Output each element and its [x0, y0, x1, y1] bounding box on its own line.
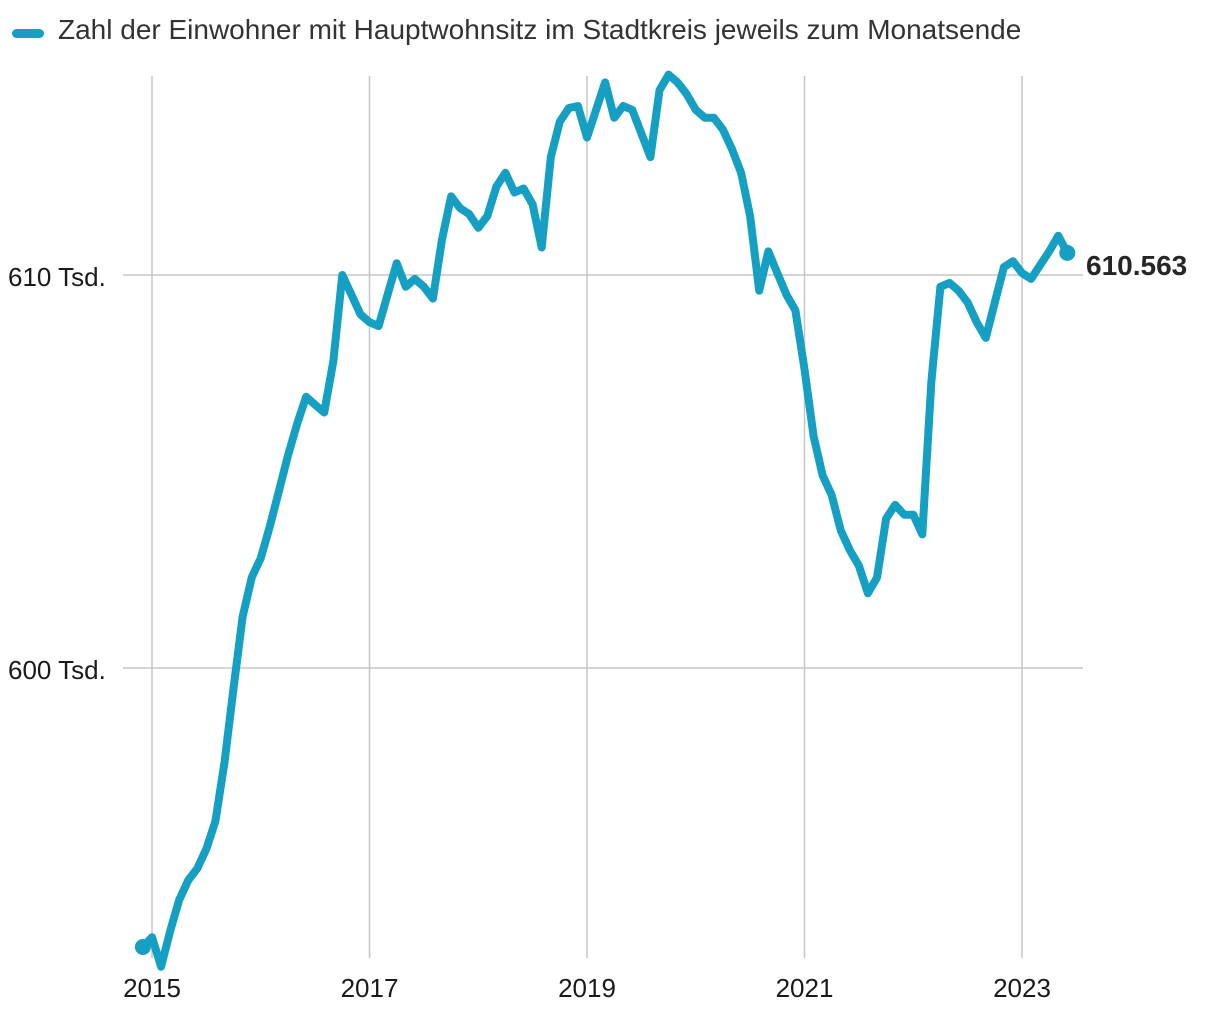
end-value-label: 610.563	[1086, 250, 1188, 281]
x-axis-label-2023: 2023	[993, 973, 1051, 1003]
legend-line-swatch-icon	[12, 29, 44, 38]
y-axis-label-600: 600 Tsd.	[8, 654, 106, 685]
population-line-series	[138, 70, 1072, 971]
x-axis-label-2019: 2019	[558, 973, 616, 1003]
x-axis-label-2015: 2015	[123, 973, 181, 1003]
legend-label: Zahl der Einwohner mit Hauptwohnsitz im …	[58, 14, 1022, 45]
y-axis-label-610: 610 Tsd.	[8, 261, 106, 292]
start-point-dot	[134, 939, 151, 955]
x-axis-label-2017: 2017	[340, 973, 399, 1003]
end-point-dot	[1059, 244, 1076, 261]
x-axis-label-2021: 2021	[775, 973, 834, 1003]
